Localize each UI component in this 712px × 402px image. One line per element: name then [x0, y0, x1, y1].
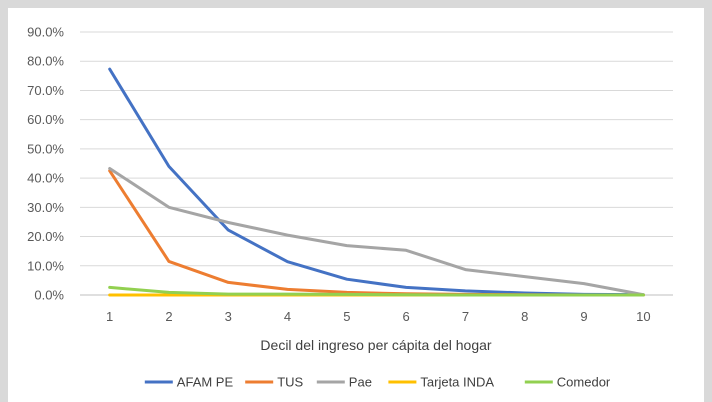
x-tick-label: 1: [106, 309, 113, 324]
series-line: [108, 167, 645, 297]
legend: AFAM PE TUS Pae Tarjeta INDA Comedor: [144, 375, 611, 390]
x-tick-label: 2: [165, 309, 172, 324]
series-line: [108, 67, 645, 297]
legend-label: Comedor: [557, 375, 611, 390]
legend-label: Pae: [349, 375, 372, 390]
x-tick-label: 10: [636, 309, 650, 324]
y-tick-label: 0.0%: [34, 288, 64, 303]
x-tick-label: 6: [403, 309, 410, 324]
x-tick-label: 3: [225, 309, 232, 324]
y-tick-label: 40.0%: [27, 171, 64, 186]
y-tick-label: 50.0%: [27, 141, 64, 156]
x-tick-label: 9: [580, 309, 587, 324]
y-tick-label: 90.0%: [27, 25, 64, 40]
series-line: [108, 285, 645, 297]
x-axis-title: Decil del ingreso per cápita del hogar: [260, 337, 491, 353]
x-tick-label: 8: [521, 309, 528, 324]
x-tick-label: 7: [462, 309, 469, 324]
y-tick-label: 60.0%: [27, 112, 64, 127]
y-tick-label: 30.0%: [27, 200, 64, 215]
legend-label: Tarjeta INDA: [420, 375, 494, 390]
x-axis-ticks: 1 2 3 4 5 6 7 8 9 10: [106, 309, 651, 324]
chart-panel: [8, 8, 704, 402]
x-tick-label: 4: [284, 309, 291, 324]
y-axis-ticks: 0.0% 10.0% 20.0% 30.0% 40.0% 50.0% 60.0% 70.0% 8…: [27, 25, 64, 303]
legend-label: AFAM PE: [177, 375, 234, 390]
y-tick-label: 70.0%: [27, 83, 64, 98]
series-lines: [108, 67, 645, 297]
legend-label: TUS: [277, 375, 303, 390]
y-tick-label: 10.0%: [27, 258, 64, 273]
gridlines: [80, 31, 673, 296]
y-tick-label: 20.0%: [27, 229, 64, 244]
x-tick-label: 5: [343, 309, 350, 324]
y-tick-label: 80.0%: [27, 54, 64, 69]
